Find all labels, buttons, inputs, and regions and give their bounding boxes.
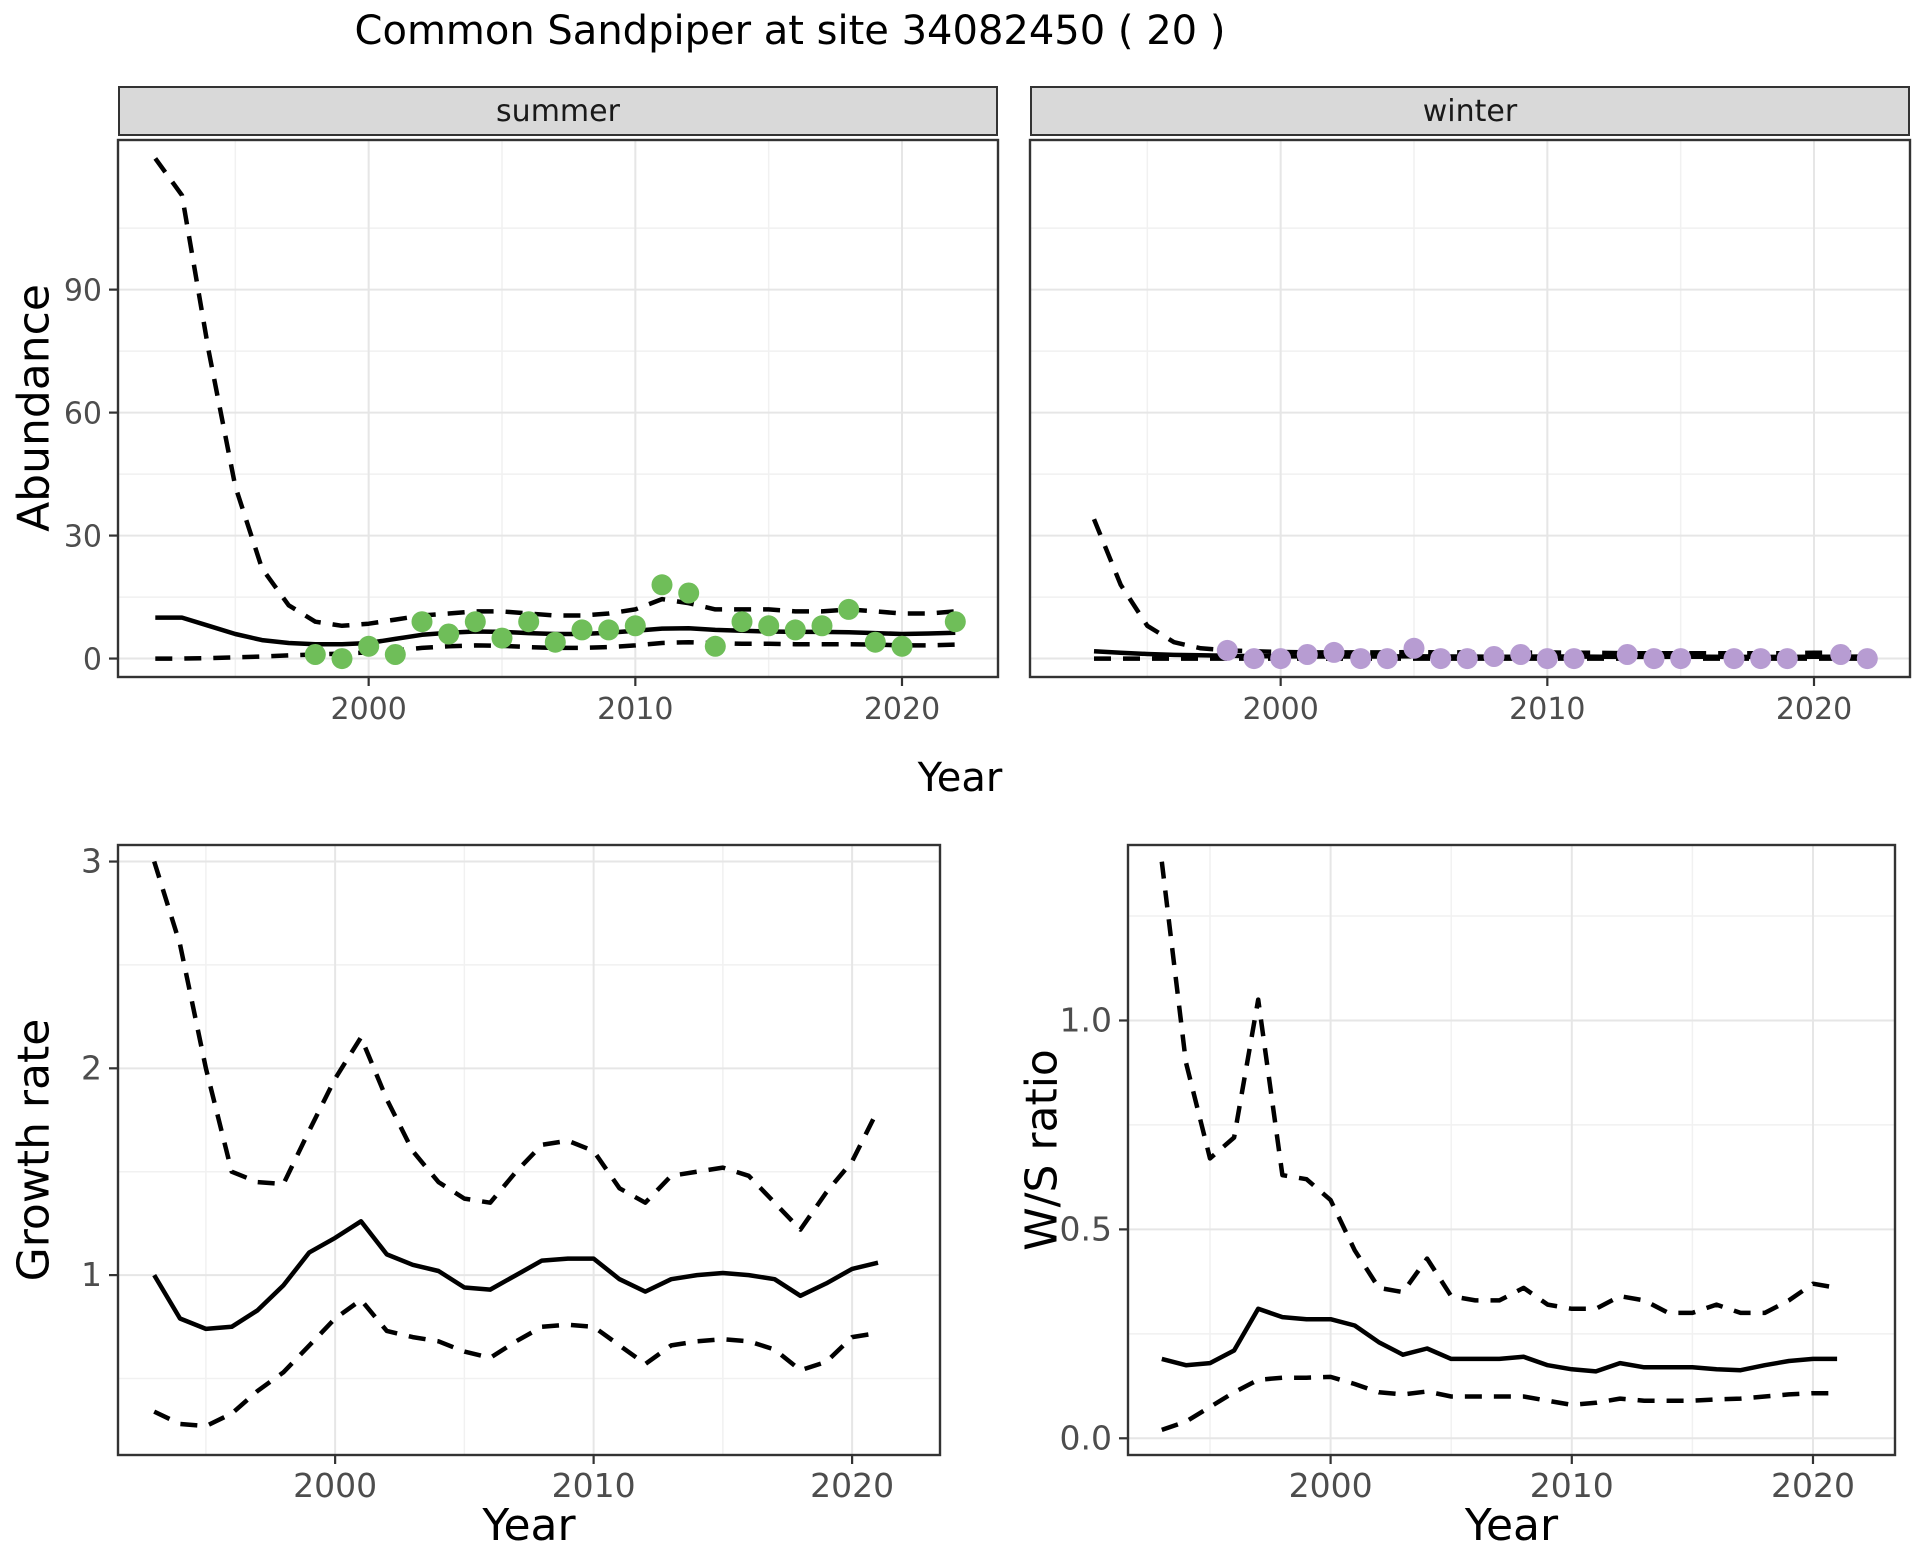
panel-ws-ratio: 2000 2010 2020 0.0 0.5 1.0 [1060, 843, 1897, 1505]
facet-strip-summer-label: summer [496, 93, 620, 129]
svg-text:60: 60 [64, 397, 102, 432]
svg-text:0.5: 0.5 [1060, 1209, 1112, 1248]
panel-abundance-summer: 2000 2010 2020 0 30 60 90 [64, 138, 1000, 727]
svg-text:1.0: 1.0 [1060, 1000, 1112, 1039]
x-axis-title-year-ws: Year [1464, 1500, 1559, 1551]
svg-text:3: 3 [81, 842, 102, 881]
svg-text:2010: 2010 [1530, 1466, 1614, 1505]
x-axis-title-year-growth: Year [482, 1500, 576, 1551]
facet-strip-winter-label: winter [1422, 93, 1518, 129]
facet-strip-summer: summer [118, 86, 998, 136]
svg-text:2000: 2000 [1289, 1466, 1373, 1505]
svg-text:1: 1 [81, 1255, 102, 1294]
y-axis-title-growth-rate: Growth rate [8, 1018, 60, 1282]
svg-text:2010: 2010 [552, 1466, 636, 1505]
svg-text:2000: 2000 [330, 692, 406, 727]
svg-text:2000: 2000 [293, 1466, 377, 1505]
svg-text:90: 90 [64, 274, 102, 309]
svg-text:2: 2 [81, 1048, 102, 1087]
svg-text:2010: 2010 [1509, 692, 1585, 727]
panel-growth-rate: 2000 2010 2020 1 2 3 [81, 842, 942, 1505]
panel-abundance-winter: 2000 2010 2020 [1028, 138, 1912, 727]
facet-strip-winter: winter [1030, 86, 1910, 136]
svg-text:2020: 2020 [1771, 1466, 1855, 1505]
y-axis-title-ws-ratio: W/S ratio [1016, 1049, 1068, 1251]
page-title: Common Sandpiper at site 34082450 ( 20 ) [354, 8, 1226, 54]
svg-text:2020: 2020 [810, 1466, 894, 1505]
y-axis-title-abundance: Abundance [8, 284, 60, 532]
svg-text:2020: 2020 [1776, 692, 1852, 727]
svg-text:0.0: 0.0 [1060, 1418, 1112, 1457]
svg-text:2010: 2010 [597, 692, 673, 727]
svg-text:30: 30 [64, 520, 102, 555]
svg-text:0: 0 [83, 643, 102, 678]
svg-text:2000: 2000 [1242, 692, 1318, 727]
x-axis-title-year-top: Year [917, 755, 1003, 801]
svg-text:2020: 2020 [864, 692, 940, 727]
